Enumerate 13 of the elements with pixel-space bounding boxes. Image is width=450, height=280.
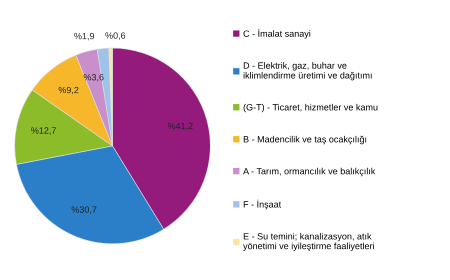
data-label: %41,2 [168, 122, 193, 130]
data-label: %9,2 [58, 86, 78, 94]
legend-label: (G-T) - Ticaret, hizmetler ve kamu [244, 104, 378, 112]
legend-label: D - Elektrik, gaz, buhar ve iklimlendirme üretimi ve dağıtımı [244, 62, 372, 80]
legend-label: A - Tarım, ormancılık ve balıkçılık [243, 168, 376, 176]
legend-label: C - İmalat sanayi [244, 28, 310, 39]
legend-label: E - Su temini; kanalizasyon, atık yönetimi ve iyileştirme faaliyetleri [243, 232, 374, 252]
data-label: %1,9 [74, 32, 94, 40]
data-label: %30,7 [72, 206, 96, 214]
data-label: %0,6 [105, 32, 126, 40]
legend-label: F - İnşaat [244, 200, 282, 210]
data-label: %12,7 [31, 127, 56, 135]
legend-label: B - Madencilik ve taş ocakçılığı [244, 136, 366, 144]
